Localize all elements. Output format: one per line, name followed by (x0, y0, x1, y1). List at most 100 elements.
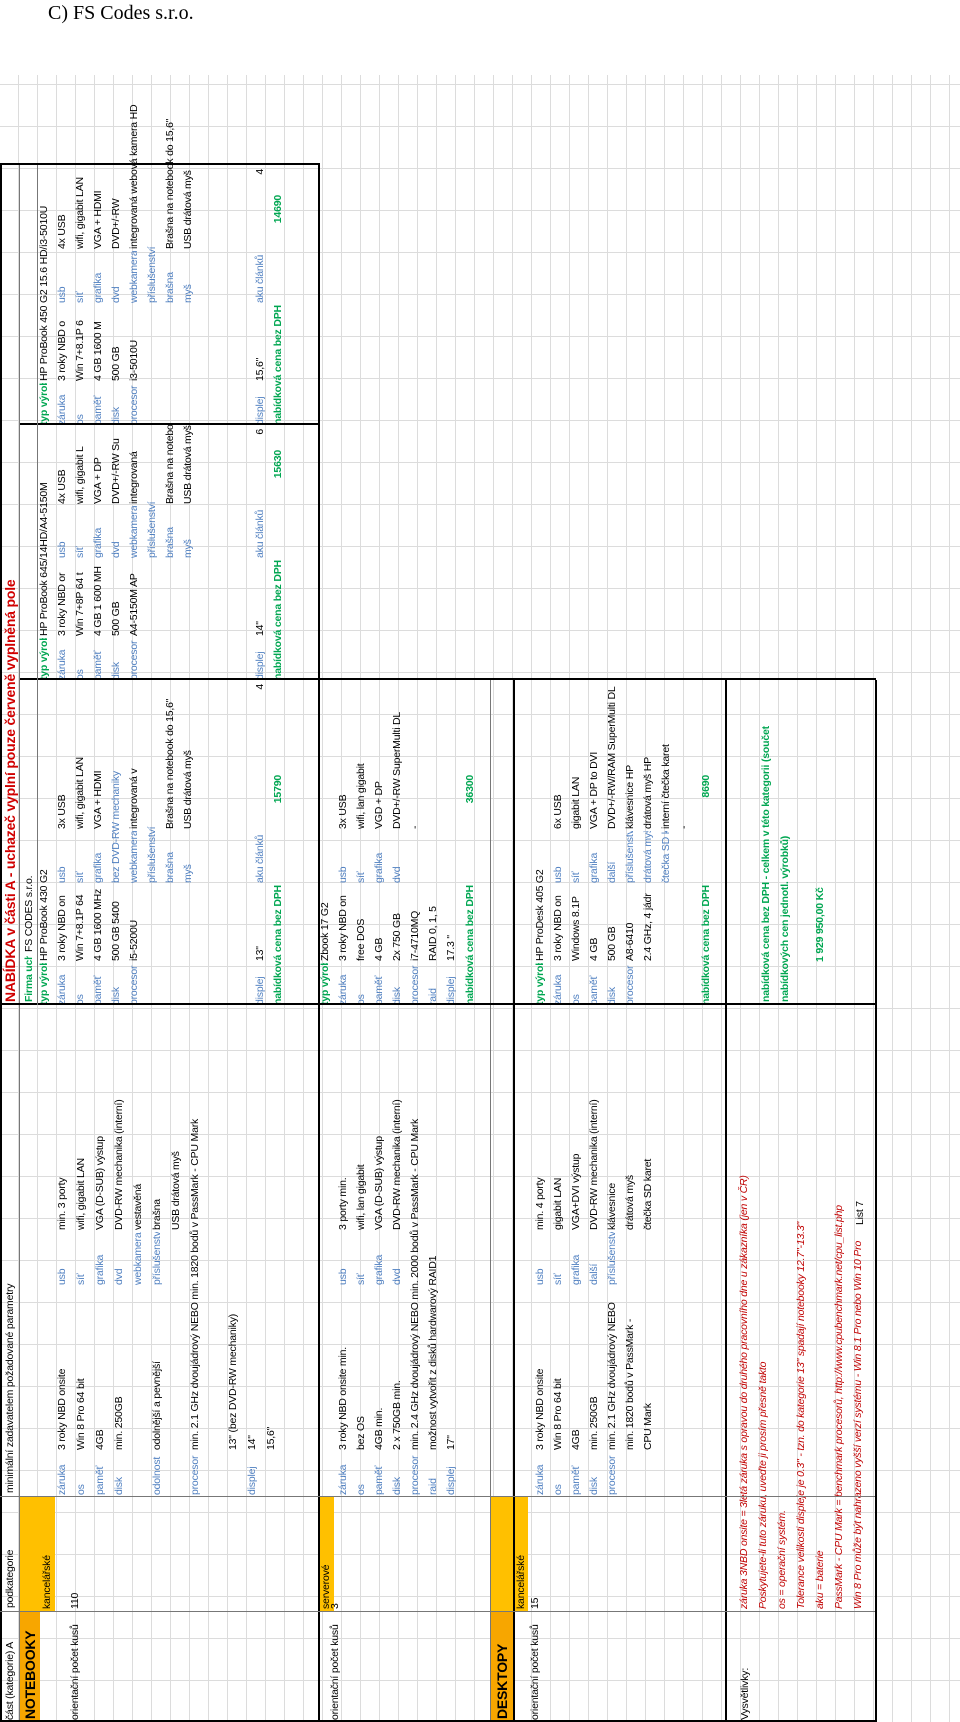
cell-label: příslušenství (146, 826, 158, 883)
cell-value: USB drátová myš (182, 170, 194, 249)
cell-value: VGA (D-SUB) výstup (94, 1136, 106, 1230)
cell-value: HP ProBook 645/14HD/A4-5150M (38, 482, 50, 636)
cell-label: typ výrobku (534, 963, 546, 1005)
cell-label: raid (427, 988, 439, 1005)
cell-value: 4 GB (588, 937, 600, 961)
cell-label: záruka (56, 649, 68, 680)
cell-label: dvd (391, 1268, 403, 1285)
cell-value: min. 250GB (113, 1396, 125, 1450)
cell-label: os (75, 1484, 87, 1495)
column-header: minimální zadavatelem požadované paramet… (4, 1283, 16, 1493)
cell-value: VGA (D-SUB) výstup (373, 1136, 385, 1230)
cell-value: 4x USB (56, 214, 68, 249)
cell-label: paměť (92, 395, 104, 425)
count-label: orientační počet kusů (329, 1624, 341, 1720)
cell-value: 17" (445, 1435, 457, 1450)
cell-value: RAID 0, 1, 5 (427, 906, 439, 961)
cell-value: 14" (246, 1435, 258, 1450)
cell-value: USB drátová myš (182, 750, 194, 829)
cell-value: DVD-RW mechanika (interní) (391, 1099, 403, 1230)
price-label: nabídková cena bez DPH (700, 885, 712, 1005)
cell-label: paměť (373, 975, 385, 1005)
cell-value: 3 roky NBD on (337, 895, 349, 961)
cell-value: VGA+DVI výstup (570, 1153, 582, 1230)
cell-label: os (355, 1484, 367, 1495)
cell-label: síť (552, 1273, 564, 1285)
cell-value: interní čtečka karet (660, 744, 672, 829)
cell-label: záruka (337, 974, 349, 1005)
cell-value: free DOS (355, 918, 367, 961)
total: 1 929 950,00 Kč (814, 887, 826, 962)
cell-value: wifi, gigabit LAN (74, 177, 86, 249)
cell-label: síť (75, 1273, 87, 1285)
cell-label: grafika (92, 527, 104, 558)
cell-value: 3 roky NBD on (552, 895, 564, 961)
cell-value: integrovaná webová kamera HD (128, 104, 140, 249)
heading: C) FS Codes s.r.o. (48, 2, 194, 24)
cell-label: brašna (164, 527, 176, 558)
cell-value: Brašna na notebook do 15,6" (164, 698, 176, 829)
border (20, 423, 319, 425)
cell-label: displej (254, 651, 266, 680)
cell-label: aku článků (254, 254, 266, 303)
cell-label: grafika (94, 1254, 106, 1285)
cell-value: 500 GB (110, 346, 122, 381)
cell-label: procesor (128, 385, 140, 425)
cell-label: os (355, 994, 367, 1005)
cell-value: VGA + DP to DVI (588, 751, 600, 829)
cell-label: grafika (588, 852, 600, 883)
price-label: nabídková cena bez DPH (272, 305, 284, 425)
cell-label: záruka (337, 1464, 349, 1495)
cell-value: i3-5010U (128, 339, 140, 381)
border (0, 1003, 876, 1005)
cell-label: brašna (164, 272, 176, 303)
cell-value: 4 (254, 684, 266, 690)
border (725, 680, 727, 1722)
count: 3 (329, 1603, 341, 1609)
cell-label: os (74, 669, 86, 680)
cell-label: paměť (92, 975, 104, 1005)
cell-label: displej (445, 1466, 457, 1495)
cell-label: raid (427, 1478, 439, 1495)
cell-label: grafika (373, 1254, 385, 1285)
cell-label: os (552, 1484, 564, 1495)
cell-label: webkamera (128, 831, 140, 883)
cell-value: 6 (254, 429, 266, 435)
cell-value: 500 GB (110, 601, 122, 636)
cell-label: usb (552, 866, 564, 883)
cell-label: další (588, 1263, 600, 1285)
cell-value: Win 7+8.1P 6 (74, 320, 86, 381)
cell-label: myš (182, 864, 194, 883)
cell-value: 4 GB (373, 937, 385, 961)
price: 14690 (272, 195, 284, 224)
cell-label: paměť (92, 650, 104, 680)
cell-value: HP ProBook 450 G2 15.6 HD/i3-5010U (38, 205, 50, 381)
cell-value: Brašna na notebook do 15,6" (164, 118, 176, 249)
cell-value: možnost vytvořit z disků hardwarový RAID… (427, 1255, 439, 1450)
cell-label: příslušenství (146, 246, 158, 303)
cell-value: 2 x 750GB min. (391, 1380, 403, 1450)
cell-value: 3 porty min. (337, 1177, 349, 1230)
note: Win 8 Pro může být nahrazeno vyšší verzí… (852, 1240, 864, 1609)
cell-value: wifi, gigabit L (74, 446, 86, 504)
cell-value: klávesnice HP (624, 765, 636, 829)
cell-value: HP ProDesk 405 G2 (534, 869, 546, 961)
cell-label: disk (110, 662, 122, 680)
column-header: podkategorie (4, 1549, 16, 1608)
border (490, 680, 491, 1722)
cell-label: typ výrobku (38, 963, 50, 1005)
note: záruka 3NBD onsite = 3letá záruka s opra… (738, 1175, 750, 1609)
cell-value: drátová myš HP (642, 757, 654, 829)
cell-label: procesor (409, 1455, 421, 1495)
cell-value: 4 GB 1 600 MH (92, 566, 104, 636)
cell-label: paměť (94, 1465, 106, 1495)
cell-label: dvd (391, 866, 403, 883)
border (0, 163, 320, 165)
cell-value: wifi, lan gigabit (355, 1164, 367, 1230)
cell-label: disk (606, 987, 618, 1005)
cell-value: 4x USB (56, 469, 68, 504)
cell-label: záruka (56, 1464, 68, 1495)
cell-value: 3 roky NBD onsite (56, 1368, 68, 1450)
cell-label: webkamera (128, 506, 140, 558)
cell-value: USB drátová myš (182, 425, 194, 504)
